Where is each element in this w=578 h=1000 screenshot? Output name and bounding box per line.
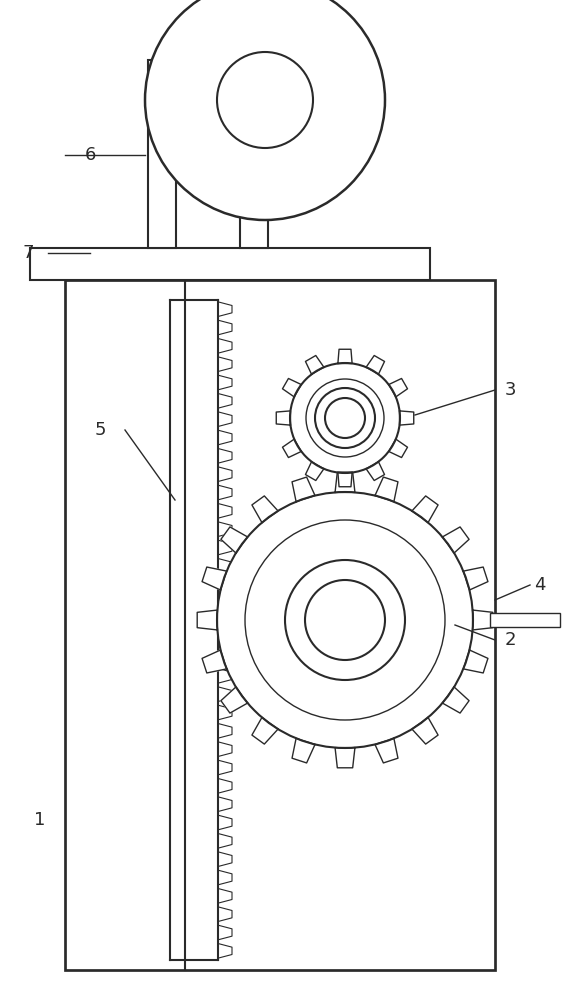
Polygon shape bbox=[218, 797, 232, 812]
Polygon shape bbox=[292, 738, 315, 763]
Circle shape bbox=[145, 0, 385, 220]
Polygon shape bbox=[252, 717, 278, 744]
Polygon shape bbox=[218, 577, 232, 591]
Polygon shape bbox=[218, 467, 232, 482]
Circle shape bbox=[305, 580, 385, 660]
Polygon shape bbox=[412, 717, 438, 744]
Bar bbox=[30, 248, 430, 280]
Polygon shape bbox=[218, 302, 232, 316]
Polygon shape bbox=[335, 748, 355, 768]
Polygon shape bbox=[218, 558, 232, 573]
Polygon shape bbox=[335, 472, 355, 492]
Polygon shape bbox=[218, 888, 232, 903]
Circle shape bbox=[325, 398, 365, 438]
Polygon shape bbox=[366, 462, 384, 481]
Text: 3: 3 bbox=[504, 381, 516, 399]
Text: 1: 1 bbox=[34, 811, 46, 829]
Polygon shape bbox=[218, 412, 232, 426]
Polygon shape bbox=[218, 485, 232, 500]
Polygon shape bbox=[412, 496, 438, 523]
Polygon shape bbox=[218, 522, 232, 536]
Polygon shape bbox=[218, 907, 232, 922]
Polygon shape bbox=[221, 687, 247, 713]
Circle shape bbox=[285, 560, 405, 680]
Polygon shape bbox=[218, 430, 232, 445]
Polygon shape bbox=[197, 610, 217, 630]
Bar bbox=[65, 280, 495, 970]
Text: 2: 2 bbox=[504, 631, 516, 649]
Text: 7: 7 bbox=[22, 244, 34, 262]
Polygon shape bbox=[218, 760, 232, 775]
Polygon shape bbox=[305, 355, 324, 374]
Polygon shape bbox=[221, 527, 247, 553]
Polygon shape bbox=[218, 595, 232, 610]
Polygon shape bbox=[218, 503, 232, 518]
Polygon shape bbox=[218, 944, 232, 958]
Polygon shape bbox=[218, 687, 232, 702]
Polygon shape bbox=[218, 778, 232, 793]
Polygon shape bbox=[464, 650, 488, 673]
Circle shape bbox=[315, 388, 375, 448]
Polygon shape bbox=[473, 610, 493, 630]
Polygon shape bbox=[283, 439, 301, 458]
Polygon shape bbox=[218, 338, 232, 353]
Polygon shape bbox=[218, 650, 232, 665]
Circle shape bbox=[290, 363, 400, 473]
Text: 6: 6 bbox=[84, 146, 96, 164]
Polygon shape bbox=[338, 473, 352, 487]
Polygon shape bbox=[218, 815, 232, 830]
Polygon shape bbox=[202, 567, 227, 590]
Polygon shape bbox=[252, 496, 278, 523]
Polygon shape bbox=[218, 540, 232, 555]
Polygon shape bbox=[305, 462, 324, 481]
Bar bbox=[240, 60, 268, 248]
Polygon shape bbox=[388, 439, 407, 458]
Polygon shape bbox=[283, 378, 301, 397]
Polygon shape bbox=[218, 357, 232, 371]
Polygon shape bbox=[218, 632, 232, 647]
Bar bbox=[490, 613, 560, 627]
Polygon shape bbox=[442, 527, 469, 553]
Polygon shape bbox=[218, 375, 232, 390]
Polygon shape bbox=[442, 687, 469, 713]
Polygon shape bbox=[218, 613, 232, 628]
Polygon shape bbox=[218, 870, 232, 885]
Circle shape bbox=[217, 492, 473, 748]
Polygon shape bbox=[218, 834, 232, 848]
Polygon shape bbox=[218, 448, 232, 463]
Polygon shape bbox=[218, 925, 232, 940]
Polygon shape bbox=[218, 393, 232, 408]
Polygon shape bbox=[218, 320, 232, 335]
Polygon shape bbox=[202, 650, 227, 673]
Polygon shape bbox=[292, 477, 315, 502]
Polygon shape bbox=[218, 668, 232, 683]
Polygon shape bbox=[218, 724, 232, 738]
Polygon shape bbox=[388, 378, 407, 397]
Polygon shape bbox=[375, 477, 398, 502]
Text: 5: 5 bbox=[94, 421, 106, 439]
Text: 4: 4 bbox=[534, 576, 546, 594]
Bar bbox=[148, 60, 176, 248]
Polygon shape bbox=[375, 738, 398, 763]
Polygon shape bbox=[218, 705, 232, 720]
Polygon shape bbox=[218, 742, 232, 756]
Polygon shape bbox=[399, 411, 414, 425]
Polygon shape bbox=[338, 349, 352, 363]
Polygon shape bbox=[464, 567, 488, 590]
Polygon shape bbox=[276, 411, 291, 425]
Polygon shape bbox=[218, 852, 232, 866]
Polygon shape bbox=[366, 355, 384, 374]
